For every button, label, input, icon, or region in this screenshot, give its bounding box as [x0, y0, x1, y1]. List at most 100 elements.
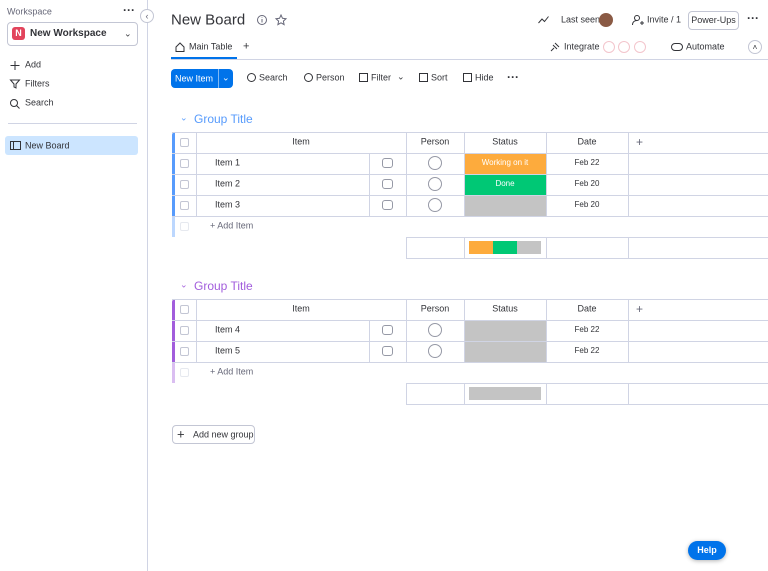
board-item-selected[interactable]	[5, 136, 138, 155]
checkbox[interactable]	[180, 159, 189, 168]
status-cell[interactable]	[465, 342, 546, 362]
nav-item[interactable]: Add	[25, 59, 42, 70]
checkbox[interactable]	[180, 326, 189, 335]
automate-icon	[671, 43, 683, 51]
group-color-bar	[172, 299, 175, 362]
group-title[interactable]: Group Title	[194, 112, 253, 126]
home-icon	[175, 42, 185, 52]
group-title[interactable]: Group Title	[194, 279, 253, 293]
status-summary-segment	[493, 241, 517, 254]
group-color-bar	[172, 216, 175, 237]
sidebar	[0, 0, 148, 571]
date[interactable]: Feb 22	[574, 158, 600, 167]
toolbar-button[interactable]: Person	[316, 72, 345, 83]
group-chevron[interactable]: ⌄	[180, 279, 188, 290]
integrate[interactable]: Integrate	[564, 41, 600, 52]
column-header: Item	[292, 303, 310, 314]
add-item[interactable]: + Add Item	[210, 366, 254, 377]
add-item[interactable]: + Add Item	[210, 220, 254, 231]
checkbox[interactable]	[180, 138, 189, 147]
nav-item[interactable]: Filters	[25, 78, 50, 89]
checkbox[interactable]	[180, 347, 189, 356]
date[interactable]: Feb 20	[574, 200, 600, 209]
nav-icons	[9, 61, 21, 109]
workspace-icon: N	[12, 27, 25, 40]
row-border	[172, 216, 768, 217]
person-icon[interactable]	[428, 323, 442, 337]
comment-icon[interactable]	[382, 179, 393, 189]
toolbar-button[interactable]: Search	[259, 72, 288, 83]
power-ups-button[interactable]: Power-Ups	[688, 11, 739, 30]
status-summary-segment	[469, 241, 493, 254]
tab[interactable]: Main Table	[189, 41, 233, 52]
cell-border	[464, 237, 465, 258]
integrate-icon	[550, 42, 560, 52]
checkbox	[180, 368, 189, 377]
new-item-dropdown[interactable]: ⌄	[222, 72, 230, 83]
comment-icon[interactable]	[382, 346, 393, 356]
invite[interactable]: Invite / 1	[647, 14, 682, 25]
toolbar-icon	[419, 73, 428, 82]
automate[interactable]: Automate	[686, 41, 725, 52]
new-item-label[interactable]: New Item	[175, 73, 214, 84]
cell-border	[546, 383, 547, 404]
activity-icon[interactable]	[538, 15, 549, 25]
summary-border	[406, 404, 768, 405]
status-label: Done	[495, 179, 515, 188]
last-seen[interactable]: Last seen	[561, 14, 601, 25]
checkbox[interactable]	[180, 305, 189, 314]
toolbar-more[interactable]: ···	[507, 70, 519, 84]
row-border	[172, 299, 768, 300]
nav-item[interactable]: Search	[25, 97, 54, 108]
date[interactable]: Feb 22	[574, 325, 600, 334]
comment-icon[interactable]	[382, 158, 393, 168]
workspace-dropdown[interactable]	[7, 22, 138, 46]
cell-border	[628, 237, 629, 258]
toolbar-button[interactable]: Sort	[431, 72, 448, 83]
status-cell[interactable]	[465, 321, 546, 341]
item-name[interactable]: Item 1	[215, 157, 241, 168]
row-border	[172, 320, 768, 321]
title-icons[interactable]	[256, 14, 288, 26]
add-column[interactable]: +	[636, 135, 644, 149]
add-group-label[interactable]: Add new group	[193, 429, 254, 440]
filter-dropdown[interactable]: ⌄	[397, 71, 405, 82]
toolbar-button[interactable]: Filter	[371, 72, 391, 83]
add-group-button[interactable]	[172, 425, 255, 444]
checkbox[interactable]	[180, 180, 189, 189]
board-item[interactable]: New Board	[25, 140, 70, 151]
help-button[interactable]: Help	[688, 541, 726, 560]
person-icon[interactable]	[428, 344, 442, 358]
add-column[interactable]: +	[636, 302, 644, 316]
checkbox[interactable]	[180, 201, 189, 210]
person-icon[interactable]	[428, 177, 442, 191]
collapse-button[interactable]: ‹	[140, 9, 154, 23]
summary-border	[406, 237, 768, 238]
item-name[interactable]: Item 4	[215, 324, 241, 335]
person-icon[interactable]	[428, 156, 442, 170]
comment-icon[interactable]	[382, 325, 393, 335]
workspace-menu[interactable]: ···	[123, 3, 135, 17]
new-item-button[interactable]	[171, 69, 233, 88]
date[interactable]: Feb 20	[574, 179, 600, 188]
item-name[interactable]: Item 5	[215, 345, 241, 356]
item-name[interactable]: Item 3	[215, 199, 241, 210]
column-header: Status	[492, 303, 518, 314]
add-tab[interactable]: +	[243, 40, 250, 53]
cell-border	[406, 383, 407, 404]
summary-border	[406, 383, 768, 384]
comment-icon[interactable]	[382, 200, 393, 210]
group-chevron[interactable]: ⌄	[180, 112, 188, 123]
status-cell[interactable]	[465, 175, 546, 195]
status-cell[interactable]	[465, 154, 546, 174]
toolbar-button[interactable]: Hide	[475, 72, 494, 83]
collapse-header[interactable]: ˄	[748, 40, 762, 54]
column-header: Item	[292, 136, 310, 147]
column-header: Date	[577, 303, 597, 314]
date[interactable]: Feb 22	[574, 346, 600, 355]
more-menu[interactable]: ···	[747, 11, 759, 25]
person-icon[interactable]	[428, 198, 442, 212]
item-name[interactable]: Item 2	[215, 178, 241, 189]
row-border	[172, 362, 768, 363]
status-cell[interactable]	[465, 196, 546, 216]
